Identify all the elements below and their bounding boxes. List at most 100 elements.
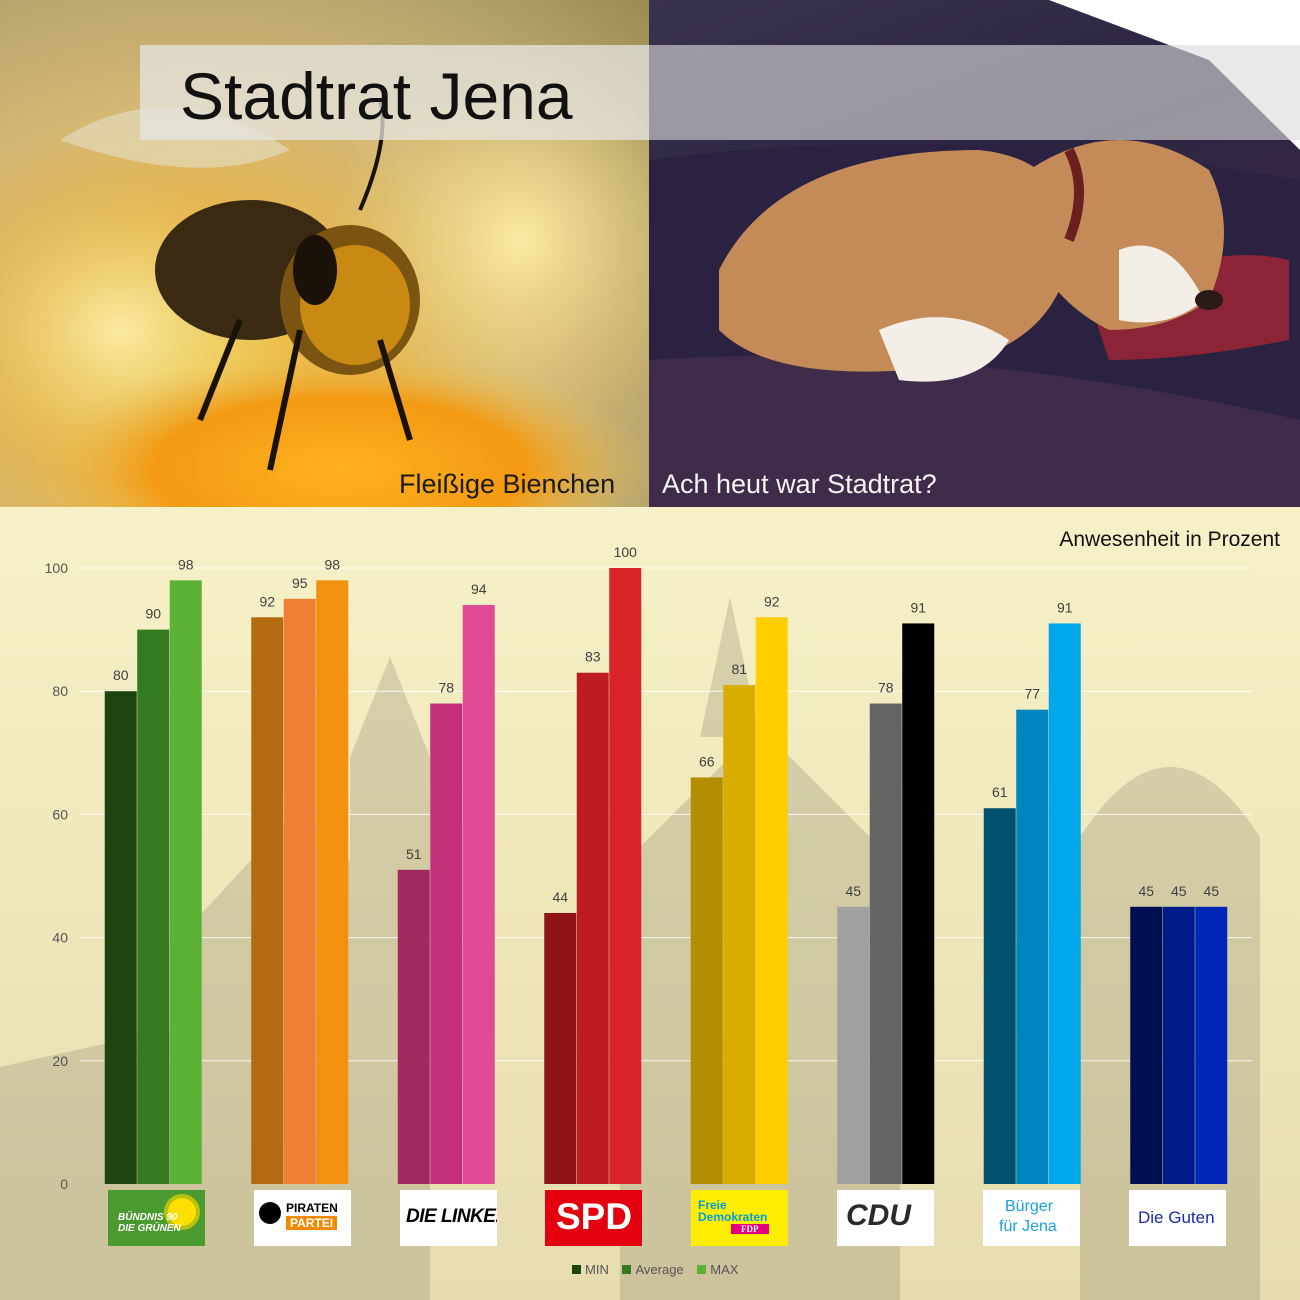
logo-gruene-line2: DIE GRÜNEN [118, 1223, 181, 1234]
legend-label-average: Average [635, 1262, 684, 1277]
data-label-3-max: 100 [614, 544, 638, 560]
legend-swatch-average [622, 1265, 632, 1274]
page-title: Stadtrat Jena [180, 59, 573, 133]
data-label-2-average: 78 [438, 680, 454, 696]
bar-6-max [1048, 623, 1081, 1184]
bar-1-max [316, 580, 349, 1184]
logo-fdp-line1: Freie [698, 1198, 727, 1212]
data-label-5-average: 78 [878, 680, 894, 696]
legend-swatch-min [572, 1265, 581, 1274]
bar-1-min [251, 617, 284, 1184]
data-label-4-max: 92 [764, 593, 780, 609]
dog-illustration [649, 0, 1300, 507]
bar-0-min [104, 691, 137, 1184]
logo-gruene: BÜNDNIS 90 DIE GRÜNEN [108, 1190, 205, 1246]
bar-6-average [1016, 709, 1049, 1184]
y-tick-label-100: 100 [45, 560, 69, 576]
logo-buerger-line1: Bürger [1005, 1198, 1054, 1215]
data-label-3-average: 83 [585, 649, 601, 665]
logo-fdp-line2: Demokraten [698, 1210, 768, 1224]
bar-5-average [869, 703, 902, 1184]
bar-7-average [1162, 906, 1195, 1184]
logo-piraten: PIRATEN PARTEI [254, 1190, 351, 1246]
logo-buerger-line2: für Jena [999, 1218, 1057, 1235]
data-label-2-min: 51 [406, 846, 422, 862]
data-label-5-max: 91 [910, 599, 926, 615]
logo-linke-text: DIE LINKE. [406, 1206, 497, 1227]
pirate-sail-icon [259, 1202, 281, 1224]
bar-3-max [609, 568, 642, 1184]
title-band-highlight [140, 45, 649, 140]
data-label-3-min: 44 [552, 889, 568, 905]
bar-7-max [1195, 906, 1228, 1184]
bar-5-max [902, 623, 935, 1184]
logo-cdu-text: CDU [846, 1199, 911, 1232]
data-label-1-average: 95 [292, 575, 308, 591]
bar-4-min [690, 777, 723, 1184]
legend-item-average: Average [622, 1261, 684, 1279]
bar-7-min [1130, 906, 1163, 1184]
data-label-4-min: 66 [699, 753, 715, 769]
bar-3-min [544, 912, 577, 1184]
logo-buerger-fuer-jena: Bürger für Jena [983, 1190, 1080, 1246]
data-label-1-max: 98 [324, 556, 340, 572]
chart-title: Anwesenheit in Prozent [1059, 528, 1280, 551]
bars [104, 568, 1228, 1184]
logo-linke: DIE LINKE. [400, 1190, 497, 1246]
logo-die-guten-text: Die Guten [1138, 1208, 1215, 1227]
logo-die-guten: Die Guten [1129, 1190, 1226, 1246]
caption-council-today: Ach heut war Stadtrat? [662, 469, 937, 499]
data-label-6-max: 91 [1057, 599, 1073, 615]
y-tick-label-80: 80 [52, 683, 68, 699]
bee-illustration [0, 40, 649, 507]
data-label-0-max: 98 [178, 556, 194, 572]
data-label-6-average: 77 [1024, 686, 1040, 702]
bar-2-min [397, 869, 430, 1184]
data-label-0-average: 90 [145, 606, 161, 622]
logo-cdu: CDU [837, 1190, 934, 1246]
y-tick-label-20: 20 [52, 1053, 68, 1069]
data-label-0-min: 80 [113, 667, 129, 683]
bar-3-average [576, 672, 609, 1184]
data-label-7-max: 45 [1203, 883, 1219, 899]
sunflower-icon [168, 1198, 196, 1226]
data-labels: 80 90 98 92 95 98 51 78 94 44 83 100 66 81 92 45 78 91 61 7… [113, 544, 1219, 905]
bar-0-average [137, 629, 170, 1184]
y-tick-label-0: 0 [60, 1176, 68, 1192]
legend-label-max: MAX [710, 1262, 739, 1277]
bar-4-max [755, 617, 788, 1184]
logo-gruene-line1: BÜNDNIS 90 [118, 1212, 178, 1223]
y-tick-label-40: 40 [52, 930, 68, 946]
logo-piraten-line2: PARTEI [286, 1216, 338, 1230]
data-label-6-min: 61 [992, 784, 1008, 800]
title-band [140, 45, 1300, 140]
legend-item-max: MAX [697, 1261, 738, 1279]
bar-4-average [723, 685, 756, 1184]
logo-spd-text: SPD [556, 1196, 633, 1237]
bar-6-min [983, 808, 1016, 1184]
y-tick-label-60: 60 [52, 806, 68, 822]
logo-fdp: Freie Demokraten FDP [691, 1190, 788, 1246]
legend-label-min: MIN [585, 1262, 609, 1277]
bar-0-max [169, 580, 202, 1184]
y-axis-ticks: 0 20 40 60 80 100 [45, 560, 69, 1192]
legend-swatch-max [697, 1265, 707, 1274]
caption-busy-bees: Fleißige Bienchen [399, 469, 616, 499]
logo-spd: SPD [545, 1190, 642, 1246]
logo-fdp-line3: FDP [731, 1224, 769, 1234]
data-label-4-average: 81 [731, 661, 747, 677]
bar-2-average [430, 703, 463, 1184]
logo-piraten-line1: PIRATEN [286, 1201, 338, 1215]
bar-2-max [462, 604, 495, 1184]
bar-1-average [283, 598, 316, 1184]
bar-5-min [837, 906, 870, 1184]
data-label-7-average: 45 [1171, 883, 1187, 899]
chart-background [0, 507, 1300, 1300]
data-label-1-min: 92 [259, 593, 275, 609]
data-label-2-max: 94 [471, 581, 487, 597]
legend-item-min: MIN [572, 1261, 609, 1279]
chart-legend: MIN Average MAX [572, 1261, 748, 1279]
data-label-7-min: 45 [1138, 883, 1154, 899]
data-label-5-min: 45 [845, 883, 861, 899]
